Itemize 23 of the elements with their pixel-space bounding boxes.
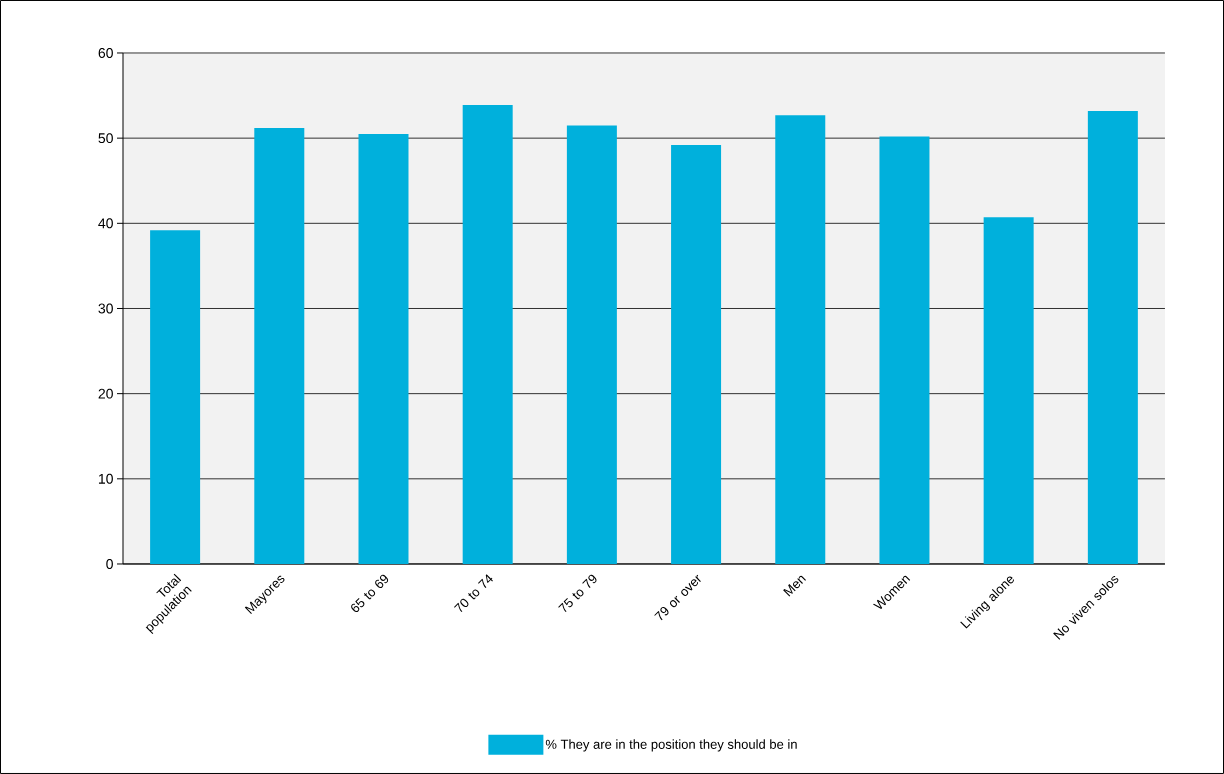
bar xyxy=(150,230,201,564)
bar xyxy=(983,217,1034,564)
y-tick-label: 30 xyxy=(98,303,113,314)
bar xyxy=(671,144,722,564)
y-tick-label: 60 xyxy=(98,48,113,58)
bar xyxy=(566,125,617,564)
bar xyxy=(462,104,513,564)
y-tick-label: 10 xyxy=(98,473,113,484)
y-tick-label: 0 xyxy=(106,559,113,569)
bar xyxy=(254,127,305,564)
y-tick-label: 50 xyxy=(98,133,113,144)
bar xyxy=(775,115,826,564)
y-tick-label: 40 xyxy=(98,218,113,229)
x-tick-label: 70 to 74 xyxy=(454,574,493,613)
y-tick-label: 20 xyxy=(98,388,113,399)
bar xyxy=(879,136,930,564)
legend-label: % They are in the position they should be in xyxy=(545,739,797,752)
bar xyxy=(1087,110,1138,564)
x-tick-label: 65 to 69 xyxy=(351,574,389,613)
bar xyxy=(358,133,409,564)
x-tick-label: Men xyxy=(783,575,806,597)
x-tick-label: 75 to 79 xyxy=(558,574,597,613)
x-tick-label: 79 or over xyxy=(654,574,701,621)
